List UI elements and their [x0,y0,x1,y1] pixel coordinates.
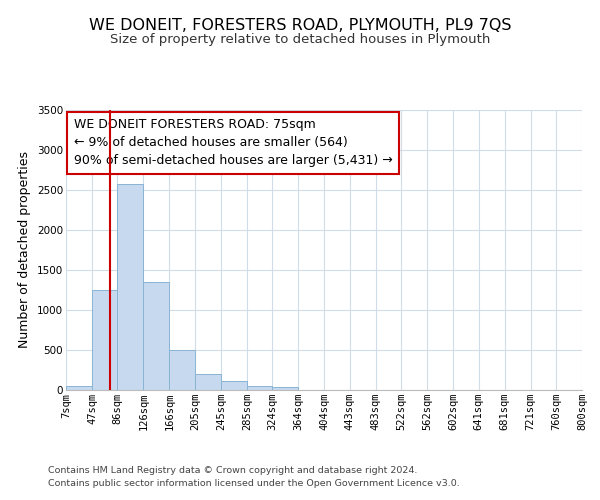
Bar [92,290,118,390]
Text: Contains HM Land Registry data © Crown copyright and database right 2024.
Contai: Contains HM Land Registry data © Crown c… [48,466,460,487]
Bar [143,282,169,390]
Text: WE DONEIT FORESTERS ROAD: 75sqm
← 9% of detached houses are smaller (564)
90% of: WE DONEIT FORESTERS ROAD: 75sqm ← 9% of … [74,118,392,168]
Bar [66,386,92,390]
Bar [221,381,247,390]
Bar [169,350,195,390]
Bar [272,387,298,390]
Y-axis label: Number of detached properties: Number of detached properties [19,152,31,348]
Text: WE DONEIT, FORESTERS ROAD, PLYMOUTH, PL9 7QS: WE DONEIT, FORESTERS ROAD, PLYMOUTH, PL9… [89,18,511,32]
Text: Size of property relative to detached houses in Plymouth: Size of property relative to detached ho… [110,32,490,46]
Bar [247,386,272,390]
Bar [118,184,143,390]
Bar [195,374,221,390]
